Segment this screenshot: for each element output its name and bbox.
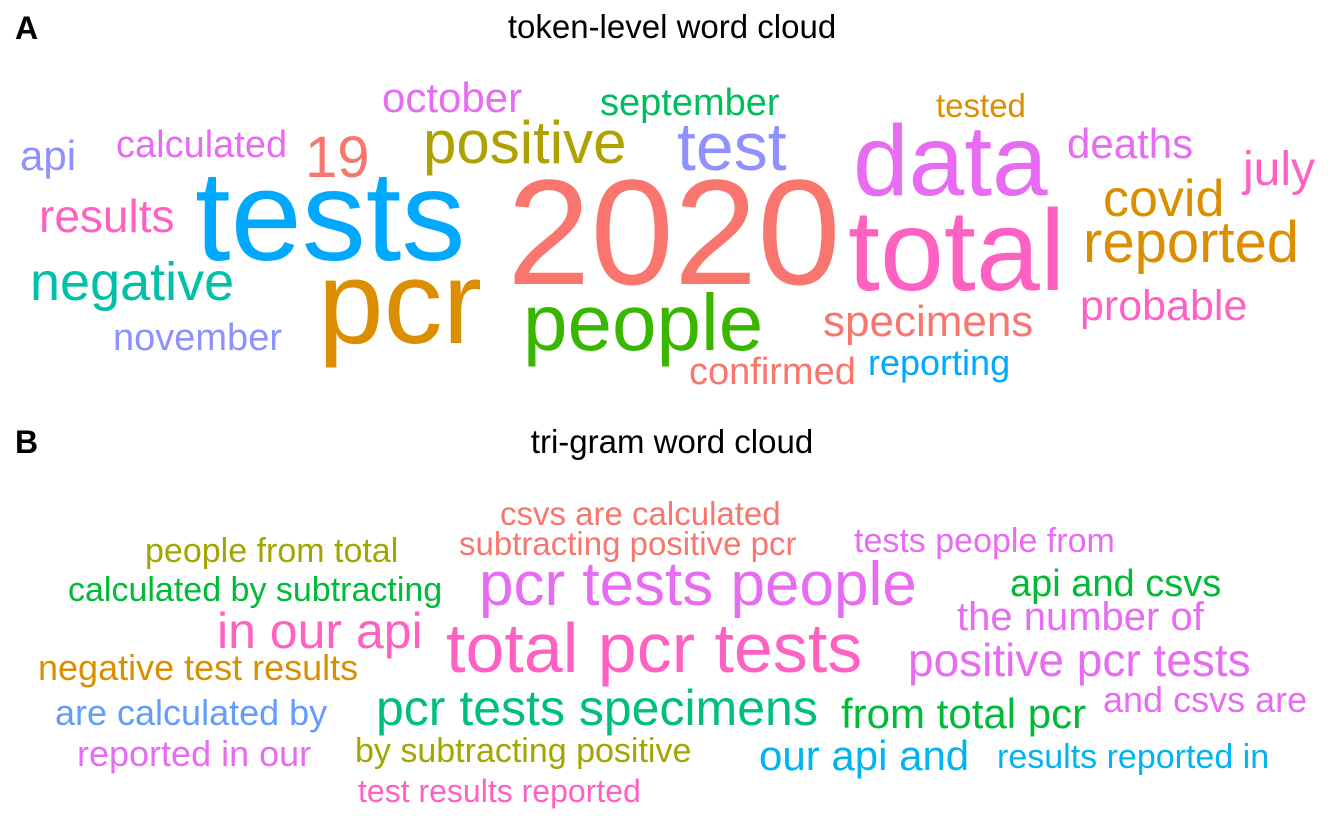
word-probable: probable xyxy=(1080,282,1247,330)
word-the-number-of: the number of xyxy=(957,595,1205,639)
word-test: test xyxy=(677,109,787,185)
word-reported: reported xyxy=(1083,210,1299,275)
word-people: people xyxy=(523,278,763,367)
word-positive-pcr-tests: positive pcr tests xyxy=(908,634,1251,686)
panel-b: B tri-gram word cloud total pcr tests pcr… xyxy=(0,410,1344,830)
panel-a-letter: A xyxy=(15,10,39,46)
word-total: total xyxy=(848,187,1065,315)
word-tests-people-from: tests people from xyxy=(854,522,1115,560)
word-by-subtracting-positive: by subtracting positive xyxy=(355,732,691,770)
word-pcr: pcr xyxy=(318,237,482,369)
word-reported-in-our: reported in our xyxy=(77,733,311,774)
word-people-from-total: people from total xyxy=(145,532,398,570)
panel-a: A token-level word cloud 2020 tests data to… xyxy=(0,0,1344,410)
word-calculated: calculated xyxy=(116,124,287,166)
word-calculated-by-subtracting: calculated by subtracting xyxy=(68,571,442,609)
word-november: november xyxy=(113,317,282,359)
word-in-our-api: in our api xyxy=(217,603,423,659)
word-tested: tested xyxy=(936,87,1026,124)
word-pcr-tests-specimens: pcr tests specimens xyxy=(376,680,818,736)
word-specimens: specimens xyxy=(823,297,1033,346)
word-csvs-are-calculated: csvs are calculated xyxy=(500,495,781,532)
word-and-csvs-are: and csvs are xyxy=(1103,679,1307,720)
word-covid: covid xyxy=(1103,170,1224,228)
word-negative: negative xyxy=(30,252,234,312)
word-our-api-and: our api and xyxy=(759,732,969,779)
panel-b-title: tri-gram word cloud xyxy=(530,423,814,460)
word-negative-test-results: negative test results xyxy=(38,647,358,688)
word-results-reported-in: results reported in xyxy=(997,738,1269,776)
word-test-results-reported: test results reported xyxy=(358,773,641,809)
word-results: results xyxy=(39,190,174,242)
word-subtracting-positive-pcr: subtracting positive pcr xyxy=(459,525,797,562)
word-api-and-csvs: api and csvs xyxy=(1010,563,1221,605)
panel-a-title: token-level word cloud xyxy=(507,8,837,45)
word-confirmed: confirmed xyxy=(689,351,856,393)
word-deaths: deaths xyxy=(1067,120,1193,167)
word-positive: positive xyxy=(423,109,626,176)
panel-b-letter: B xyxy=(15,424,39,460)
word-october: october xyxy=(382,74,522,121)
word-api: api xyxy=(20,132,76,179)
word-reporting: reporting xyxy=(868,342,1010,383)
word-19: 19 xyxy=(305,125,370,190)
word-from-total-pcr: from total pcr xyxy=(841,690,1086,737)
word-september: september xyxy=(600,82,780,124)
word-data: data xyxy=(853,105,1048,217)
word-are-calculated-by: are calculated by xyxy=(55,692,327,733)
word-2020: 2020 xyxy=(507,148,841,316)
word-july: july xyxy=(1241,143,1315,196)
word-pcr-tests-people: pcr tests people xyxy=(479,550,917,619)
word-tests: tests xyxy=(195,145,465,288)
word-total-pcr-tests: total pcr tests xyxy=(446,609,862,687)
